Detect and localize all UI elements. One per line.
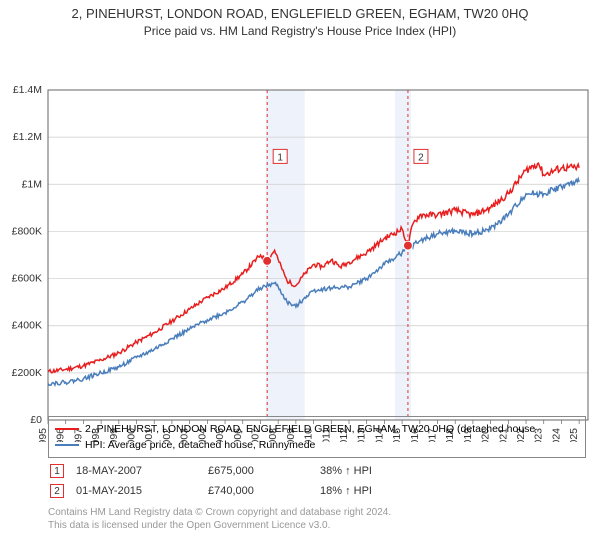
- svg-text:£600K: £600K: [12, 273, 42, 285]
- legend: 2, PINEHURST, LONDON ROAD, ENGLEFIELD GR…: [48, 416, 586, 458]
- legend-label: 2, PINEHURST, LONDON ROAD, ENGLEFIELD GR…: [85, 423, 535, 435]
- legend-swatch: [55, 428, 79, 430]
- marker-date: 01-MAY-2015: [76, 482, 206, 500]
- chart-subtitle: Price paid vs. HM Land Registry's House …: [0, 21, 600, 42]
- legend-item: 2, PINEHURST, LONDON ROAD, ENGLEFIELD GR…: [55, 421, 579, 437]
- svg-text:£1M: £1M: [22, 178, 42, 190]
- svg-text:2: 2: [418, 152, 424, 163]
- marker-date: 18-MAY-2007: [76, 462, 206, 480]
- copyright-line2: This data is licensed under the Open Gov…: [48, 519, 391, 532]
- marker-row: 1 18-MAY-2007£675,00038% ↑ HPI: [50, 462, 382, 480]
- marker-pct: 38% ↑ HPI: [320, 462, 382, 480]
- legend-item: HPI: Average price, detached house, Runn…: [55, 437, 579, 453]
- marker-badge: 1: [50, 464, 64, 478]
- chart-title: 2, PINEHURST, LONDON ROAD, ENGLEFIELD GR…: [0, 0, 600, 21]
- legend-label: HPI: Average price, detached house, Runn…: [85, 439, 315, 451]
- svg-text:£0: £0: [30, 414, 42, 426]
- svg-text:£1.2M: £1.2M: [13, 131, 42, 143]
- chart-container: 2, PINEHURST, LONDON ROAD, ENGLEFIELD GR…: [0, 0, 600, 560]
- marker-pct: 18% ↑ HPI: [320, 482, 382, 500]
- svg-text:£200K: £200K: [12, 367, 42, 379]
- legend-swatch: [55, 444, 79, 446]
- marker-table: 1 18-MAY-2007£675,00038% ↑ HPI 2 01-MAY-201…: [48, 460, 384, 502]
- marker-badge: 2: [50, 484, 64, 498]
- price-chart: £0£200K£400K£600K£800K£1M£1.2M£1.4M19951…: [0, 42, 600, 442]
- svg-text:1: 1: [277, 152, 283, 163]
- svg-text:£800K: £800K: [12, 225, 42, 237]
- copyright-line1: Contains HM Land Registry data © Crown c…: [48, 506, 391, 519]
- marker-price: £675,000: [208, 462, 318, 480]
- marker-row: 2 01-MAY-2015£740,00018% ↑ HPI: [50, 482, 382, 500]
- copyright-notice: Contains HM Land Registry data © Crown c…: [48, 506, 391, 532]
- marker-price: £740,000: [208, 482, 318, 500]
- svg-text:£1.4M: £1.4M: [13, 84, 42, 96]
- svg-text:£400K: £400K: [12, 320, 42, 332]
